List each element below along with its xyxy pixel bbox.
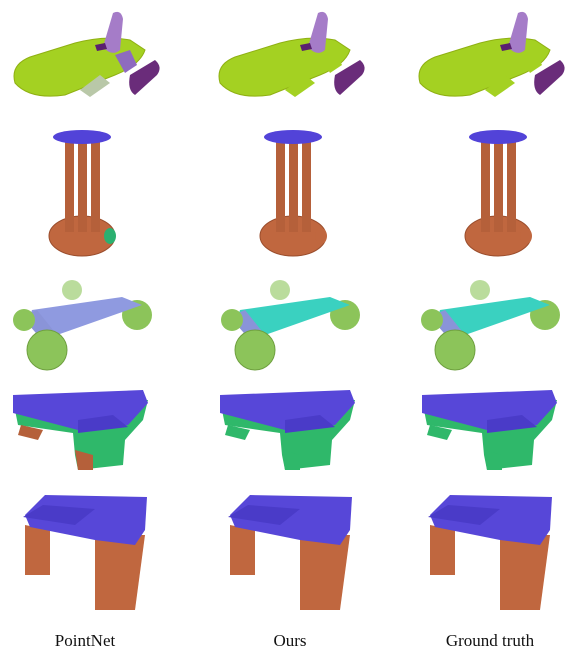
couch-gt <box>422 390 557 470</box>
car-ours <box>221 280 360 370</box>
bench-pointnet <box>23 495 147 610</box>
couch-ours <box>220 390 355 470</box>
column-label: PointNet <box>55 631 116 650</box>
table-ours <box>260 130 327 256</box>
column-label: Ground truth <box>446 631 535 650</box>
plane-pointnet <box>14 12 160 97</box>
table-row <box>49 130 532 256</box>
bench-row <box>23 495 552 610</box>
plane-ours <box>219 12 365 97</box>
column-label: Ours <box>273 631 306 650</box>
couch-row <box>13 390 557 470</box>
figure: PointNet Ours Ground truth <box>0 0 568 656</box>
car-row <box>13 280 560 370</box>
couch-pointnet <box>13 390 148 470</box>
table-gt <box>465 130 532 256</box>
plane-row <box>14 12 565 97</box>
bench-ours <box>228 495 352 610</box>
table-pointnet <box>49 130 116 256</box>
car-gt <box>421 280 560 370</box>
bench-gt <box>428 495 552 610</box>
plane-gt <box>419 12 565 97</box>
car-pointnet <box>13 280 152 370</box>
